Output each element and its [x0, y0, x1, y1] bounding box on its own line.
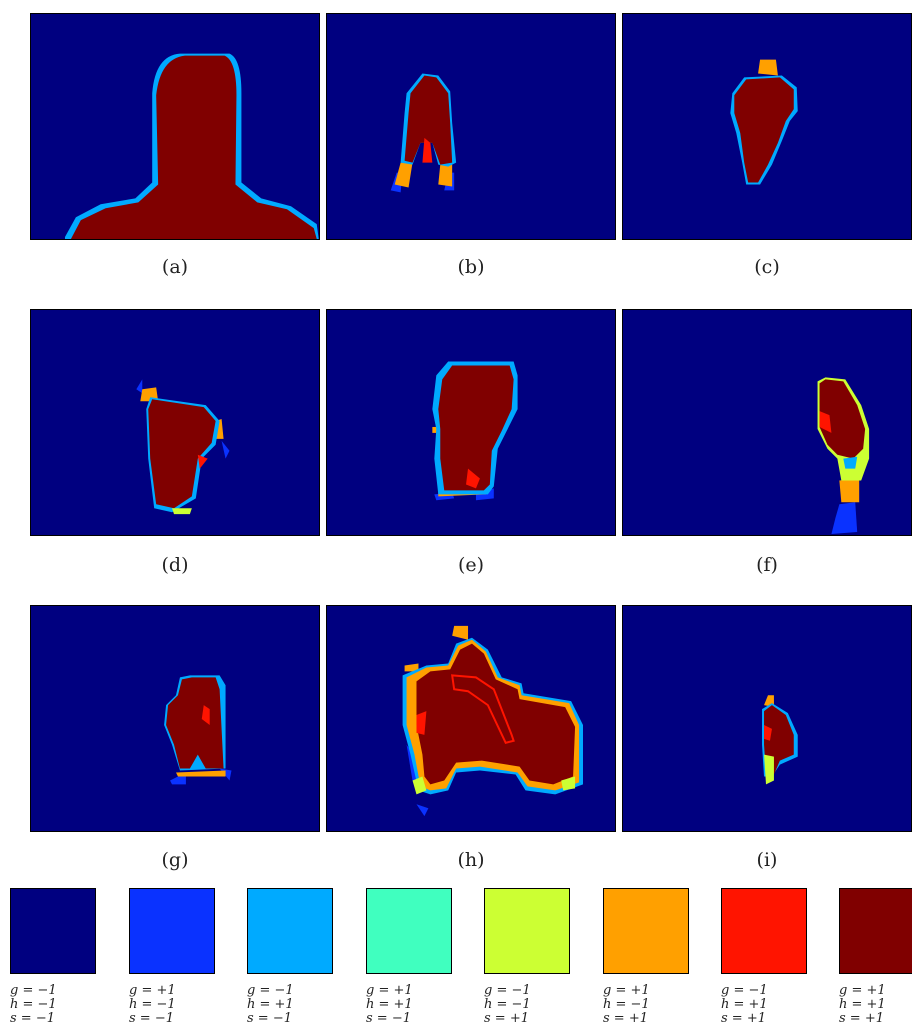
segmentation-map-i: [762, 695, 798, 785]
legend-swatch-6: [721, 888, 807, 974]
legend-g-2: g = −1: [247, 983, 294, 998]
legend-g-7: g = +1: [839, 983, 886, 998]
legend-g-0: g = −1: [10, 983, 57, 998]
legend-label-1: g = +1 h = −1 s = −1: [129, 984, 219, 1026]
segmentation-map-c: [730, 59, 798, 185]
legend-label-0: g = −1 h = −1 s = −1: [10, 984, 100, 1026]
legend-g-6: g = −1: [721, 983, 768, 998]
legend-swatch-4: [484, 888, 570, 974]
legend-h-0: h = −1: [10, 997, 57, 1012]
legend-s-1: s = −1: [129, 1011, 174, 1026]
legend-s-5: s = +1: [603, 1011, 648, 1026]
legend-swatch-0: [10, 888, 96, 974]
legend-s-2: s = −1: [247, 1011, 292, 1026]
legend-h-5: h = −1: [603, 997, 650, 1012]
caption-h: (h): [457, 849, 485, 871]
segmentation-map-e: [432, 361, 518, 501]
caption-b: (b): [457, 256, 485, 278]
caption-e: (e): [457, 554, 485, 576]
legend-s-6: s = +1: [721, 1011, 766, 1026]
caption-g: (g): [161, 849, 189, 871]
segmentation-panel-g: [30, 605, 320, 832]
legend-g-4: g = −1: [484, 983, 531, 998]
legend-label-3: g = +1 h = +1 s = −1: [366, 984, 456, 1026]
legend-s-4: s = +1: [484, 1011, 529, 1026]
caption-d: (d): [161, 554, 189, 576]
caption-i: (i): [756, 849, 778, 871]
legend-label-4: g = −1 h = −1 s = +1: [484, 984, 574, 1026]
segmentation-panel-d: [30, 309, 320, 536]
segmentation-panel-e: [326, 309, 616, 536]
segmentation-panel-c: [622, 13, 912, 240]
legend-s-3: s = −1: [366, 1011, 411, 1026]
legend-h-7: h = +1: [839, 997, 886, 1012]
legend-s-7: s = +1: [839, 1011, 884, 1026]
legend-swatch-1: [129, 888, 215, 974]
legend-h-3: h = +1: [366, 997, 413, 1012]
legend-swatch-7: [839, 888, 912, 974]
legend-s-0: s = −1: [10, 1011, 55, 1026]
legend-label-5: g = +1 h = −1 s = +1: [603, 984, 693, 1026]
segmentation-map-f: [817, 377, 870, 535]
segmentation-map-d: [136, 379, 230, 515]
segmentation-panel-a: [30, 13, 320, 240]
legend-g-3: g = +1: [366, 983, 413, 998]
legend-label-2: g = −1 h = +1 s = −1: [247, 984, 337, 1026]
caption-c: (c): [754, 256, 780, 278]
segmentation-panel-f: [622, 309, 912, 536]
legend-h-4: h = −1: [484, 997, 531, 1012]
caption-f: (f): [756, 554, 778, 576]
segmentation-map-b: [390, 73, 457, 193]
legend-label-7: g = +1 h = +1 s = +1: [839, 984, 911, 1026]
segmentation-panel-h: [326, 605, 616, 832]
legend-h-6: h = +1: [721, 997, 768, 1012]
legend-swatch-3: [366, 888, 452, 974]
segmentation-panel-b: [326, 13, 616, 240]
segmentation-map-g: [164, 675, 232, 785]
legend-g-5: g = +1: [603, 983, 650, 998]
legend-label-6: g = −1 h = +1 s = +1: [721, 984, 811, 1026]
legend-swatch-5: [603, 888, 689, 974]
segmentation-map-a: [64, 53, 319, 239]
legend-h-1: h = −1: [129, 997, 176, 1012]
legend-swatch-2: [247, 888, 333, 974]
caption-a: (a): [161, 256, 189, 278]
segmentation-panel-i: [622, 605, 912, 832]
segmentation-map-h: [402, 625, 584, 817]
legend-h-2: h = +1: [247, 997, 294, 1012]
legend-g-1: g = +1: [129, 983, 176, 998]
